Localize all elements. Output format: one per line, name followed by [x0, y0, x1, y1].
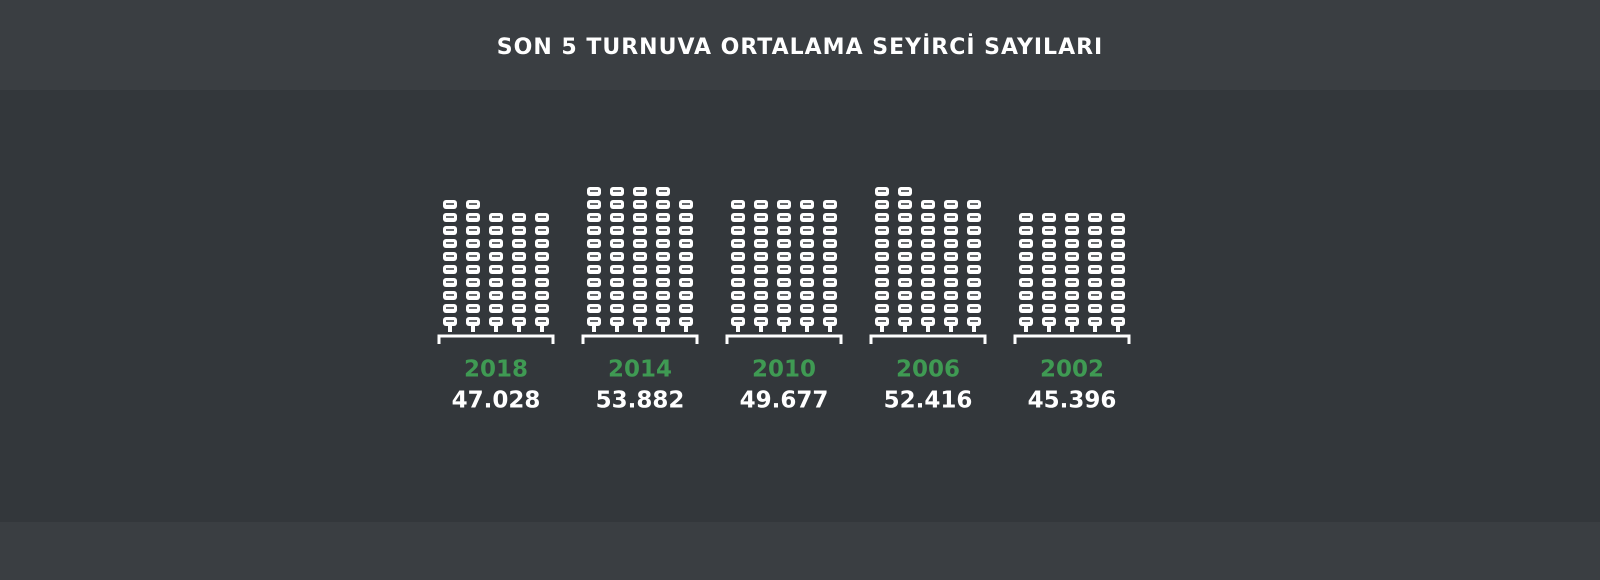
- seat-leg: [880, 326, 884, 332]
- seat-leg: [1116, 326, 1120, 332]
- seat-group: [443, 200, 549, 332]
- seat-leg: [759, 326, 763, 332]
- seat-group: [875, 187, 981, 332]
- seat-leg: [949, 326, 953, 332]
- year-label: 2006: [896, 357, 960, 383]
- main-band: [0, 90, 1600, 522]
- header-band: [0, 0, 1600, 90]
- year-label: 2002: [1040, 357, 1104, 383]
- seat-leg: [903, 326, 907, 332]
- footer-band: [0, 522, 1600, 580]
- seat-leg: [736, 326, 740, 332]
- chart-title: SON 5 TURNUVA ORTALAMA SEYİRCİ SAYILARI: [497, 34, 1103, 60]
- seat-leg: [540, 326, 544, 332]
- seat-leg: [684, 326, 688, 332]
- seat-leg: [972, 326, 976, 332]
- seat-leg: [1047, 326, 1051, 332]
- year-label: 2010: [752, 357, 816, 383]
- seat-leg: [471, 326, 475, 332]
- value-label: 49.677: [740, 388, 829, 414]
- value-label: 45.396: [1028, 388, 1117, 414]
- seat-leg: [1024, 326, 1028, 332]
- seat-leg: [517, 326, 521, 332]
- seat-group: [731, 200, 837, 332]
- seat-group: [1019, 213, 1125, 332]
- seat-base: [1013, 334, 1131, 344]
- seat-leg: [638, 326, 642, 332]
- seat-leg: [661, 326, 665, 332]
- seat-leg: [494, 326, 498, 332]
- seat-leg: [448, 326, 452, 332]
- year-label: 2014: [608, 357, 672, 383]
- seat-leg: [805, 326, 809, 332]
- seat-base: [437, 334, 555, 344]
- seat-base: [581, 334, 699, 344]
- value-label: 47.028: [452, 388, 541, 414]
- seat-base: [725, 334, 843, 344]
- value-label: 53.882: [596, 388, 685, 414]
- seat-base: [869, 334, 987, 344]
- seat-leg: [782, 326, 786, 332]
- seat-leg: [592, 326, 596, 332]
- seat-leg: [1070, 326, 1074, 332]
- seat-leg: [1093, 326, 1097, 332]
- value-label: 52.416: [884, 388, 973, 414]
- seat-leg: [828, 326, 832, 332]
- seat-group: [587, 187, 693, 332]
- seat-leg: [926, 326, 930, 332]
- seat-leg: [615, 326, 619, 332]
- year-label: 2018: [464, 357, 528, 383]
